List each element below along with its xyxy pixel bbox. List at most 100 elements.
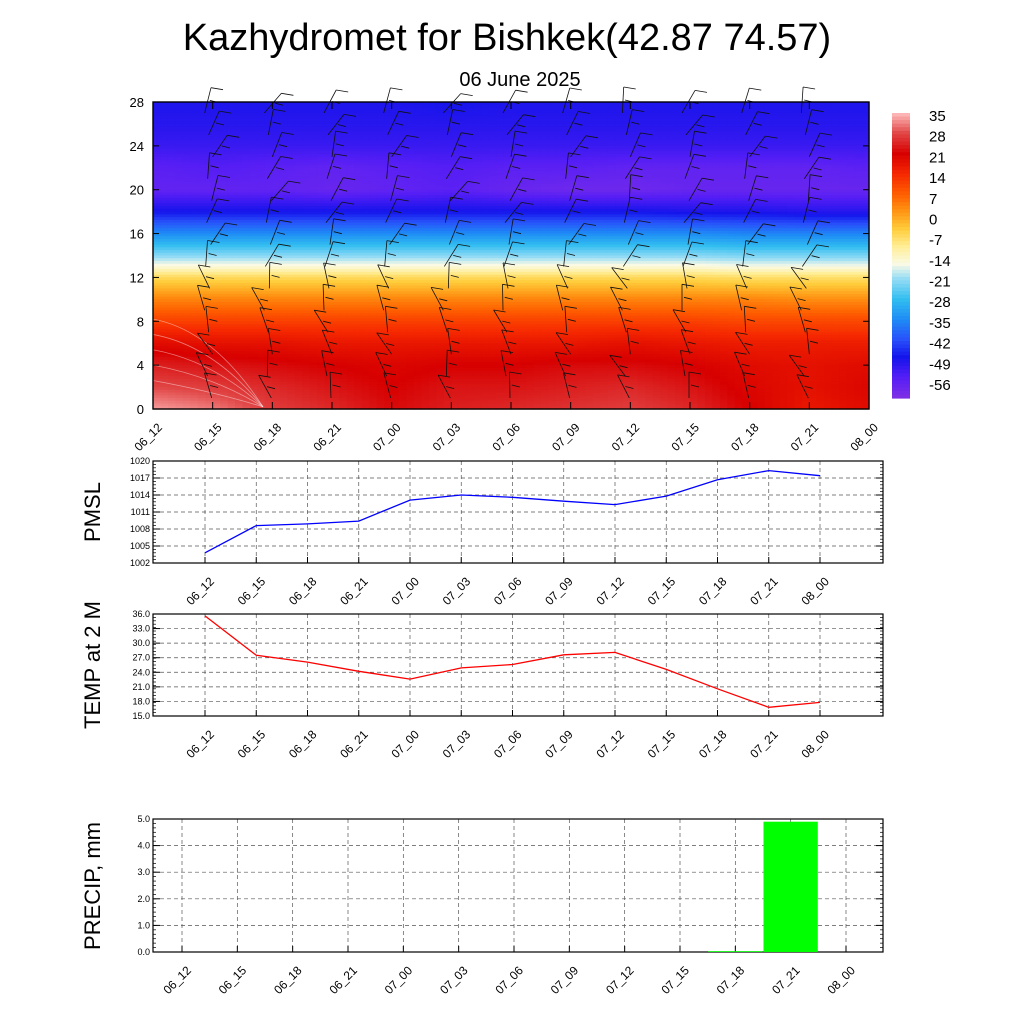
temperature-cell [824, 137, 833, 141]
temperature-cell [249, 189, 259, 194]
temperature-cell [384, 192, 393, 196]
temperature-cell [533, 102, 542, 106]
temperature-cell [406, 211, 415, 215]
temperature-cell [831, 104, 840, 109]
temperature-cell [332, 197, 341, 202]
temperature-cell [414, 143, 423, 147]
temperature-cell [727, 208, 736, 213]
temperature-cell [831, 173, 840, 177]
temperature-cell [615, 181, 624, 185]
temperature-cell [220, 217, 229, 221]
temperature-cell [182, 126, 191, 131]
temperature-cell [734, 104, 743, 109]
temperature-cell [786, 162, 796, 166]
temperature-cell [391, 145, 400, 150]
temperature-cell [794, 165, 803, 169]
temperature-cell [593, 184, 602, 188]
temperature-cell [794, 118, 803, 122]
temperature-cell [503, 151, 512, 155]
temperature-cell [496, 132, 505, 136]
temperature-cell [719, 208, 728, 213]
temperature-cell [697, 184, 706, 188]
temperature-cell [279, 176, 288, 180]
temperature-cell [182, 214, 191, 218]
temperature-cell [704, 104, 713, 109]
temperature-cell [443, 102, 452, 106]
temperature-cell [384, 104, 393, 109]
temperature-cell [496, 206, 505, 210]
temperature-cell [384, 137, 393, 141]
temperature-cell [801, 162, 810, 166]
temperature-cell [779, 104, 788, 109]
temperature-cell [645, 197, 654, 202]
temperature-cell [324, 159, 333, 163]
temperature-cell [570, 211, 579, 215]
temperature-cell [801, 134, 810, 139]
temperature-cell [451, 156, 460, 161]
temperature-cell [354, 104, 363, 109]
temperature-cell [511, 121, 520, 125]
temperature-cell [473, 173, 482, 177]
temperature-cell [824, 178, 833, 183]
temperature-cell [816, 181, 825, 185]
temperature-cell [690, 203, 699, 207]
temperature-cell [854, 140, 863, 144]
temperature-cell [719, 110, 728, 114]
temperature-cell [637, 156, 646, 161]
temperature-cell [839, 115, 848, 120]
temperature-cell [361, 219, 370, 224]
temperature-cell [607, 110, 617, 114]
temperature-cell [466, 132, 475, 136]
temperature-cell [809, 184, 818, 188]
temperature-cell [414, 112, 423, 117]
temperature-cell [719, 126, 728, 131]
temperature-cell [525, 129, 534, 133]
temperature-cell [324, 104, 333, 109]
temperature-cell [167, 151, 176, 155]
temperature-cell [391, 208, 400, 213]
temperature-cell [660, 145, 669, 150]
temperature-cell [473, 170, 482, 174]
temperature-cell [346, 134, 355, 139]
temperature-cell [570, 208, 579, 213]
temperature-cell [749, 107, 758, 111]
temperature-cell [436, 192, 445, 196]
temperature-cell [264, 181, 273, 185]
temperature-cell [503, 145, 512, 150]
temperature-cell [525, 178, 534, 183]
temperature-cell [302, 112, 311, 117]
temperature-cell [712, 154, 721, 158]
temperature-cell [675, 200, 684, 205]
temperature-cell [779, 173, 788, 177]
temperature-cell [287, 178, 296, 183]
temperature-cell [846, 137, 855, 141]
temperature-cell [443, 112, 452, 117]
temperature-cell [540, 134, 549, 139]
temperature-cell [727, 115, 736, 120]
temperature-cell [302, 115, 311, 120]
temperature-cell [734, 167, 743, 172]
temperature-cell [414, 200, 423, 205]
temperature-cell [742, 112, 751, 117]
temperature-cell [578, 132, 587, 136]
temperature-cell [182, 203, 191, 207]
temperature-cell [473, 176, 482, 180]
temperature-cell [518, 208, 527, 213]
temperature-cell [563, 151, 572, 155]
temperature-cell [779, 214, 788, 218]
temperature-cell [697, 148, 706, 152]
temperature-cell [794, 208, 803, 213]
temperature-cell [481, 206, 490, 210]
temperature-cell [801, 189, 810, 194]
temperature-cell [384, 197, 393, 202]
temperature-cell [361, 217, 370, 221]
temperature-cell [339, 126, 348, 131]
temperature-cell [712, 192, 721, 196]
temperature-cell [652, 206, 661, 210]
temperature-cell [652, 121, 661, 125]
temperature-cell [749, 112, 758, 117]
temperature-cell [585, 145, 594, 150]
temperature-cell [324, 219, 333, 224]
temperature-cell [734, 115, 743, 120]
